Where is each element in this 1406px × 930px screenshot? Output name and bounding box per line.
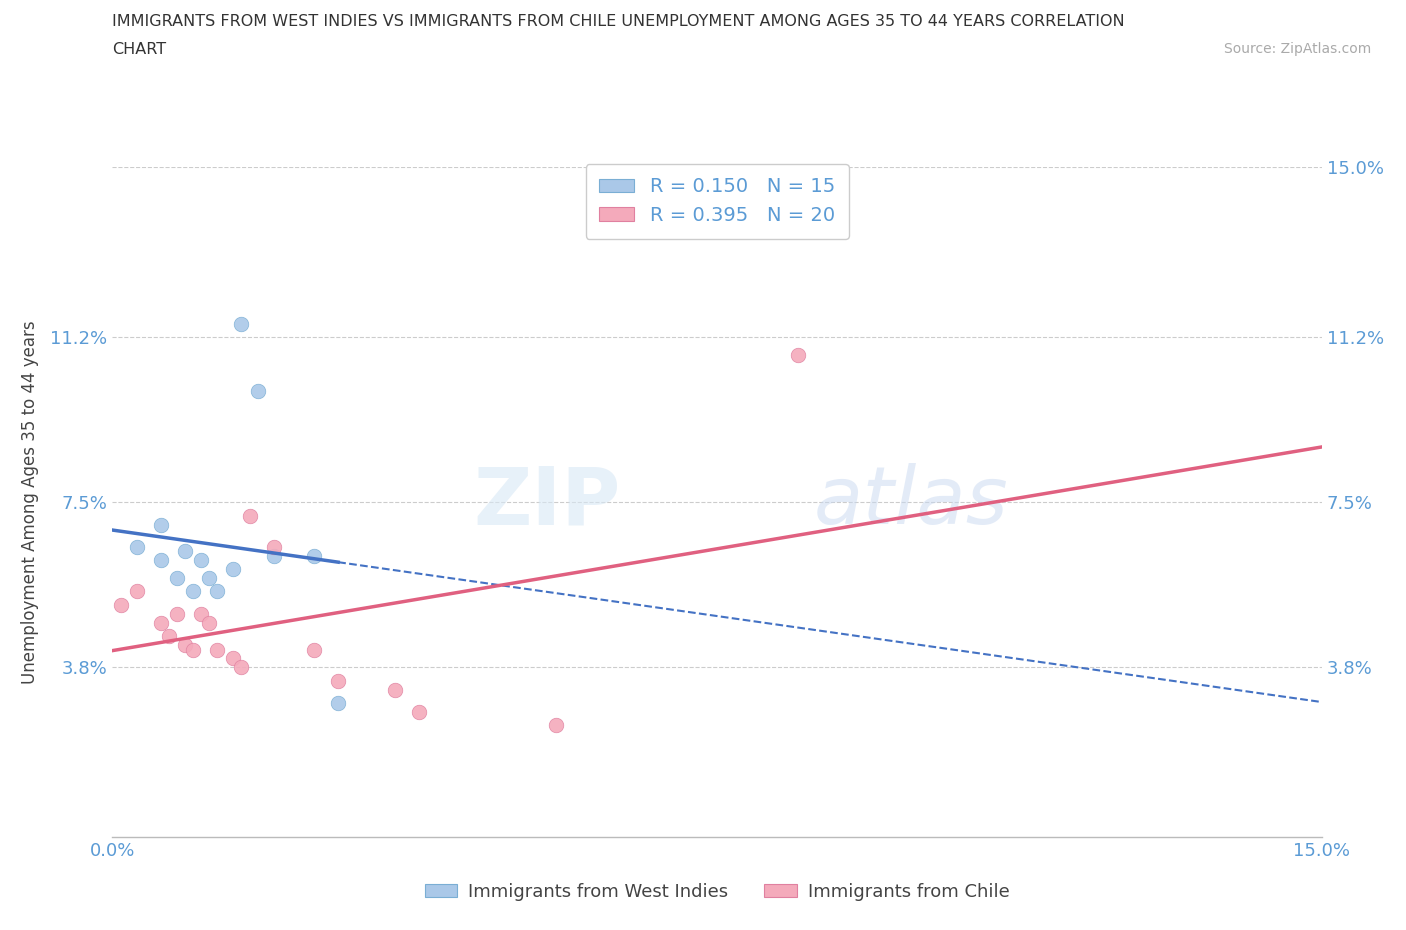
Point [166, 606, 188, 621]
Point [125, 539, 148, 554]
Point [110, 597, 132, 612]
Point [149, 616, 172, 631]
Point [263, 539, 285, 554]
Point [231, 660, 253, 675]
Text: Source: ZipAtlas.com: Source: ZipAtlas.com [1223, 42, 1371, 56]
Point [544, 718, 567, 733]
Point [125, 584, 148, 599]
Point [190, 552, 212, 567]
Point [384, 683, 406, 698]
Y-axis label: Unemployment Among Ages 35 to 44 years: Unemployment Among Ages 35 to 44 years [21, 321, 39, 684]
Point [181, 642, 204, 657]
Legend: Immigrants from West Indies, Immigrants from Chile: Immigrants from West Indies, Immigrants … [418, 876, 1017, 909]
Point [174, 638, 197, 653]
Point [174, 544, 197, 559]
Text: ZIP: ZIP [472, 463, 620, 541]
Point [231, 316, 253, 331]
Point [198, 616, 221, 631]
Point [207, 642, 229, 657]
Point [408, 705, 430, 720]
Point [190, 606, 212, 621]
Point [328, 673, 350, 688]
Point [238, 508, 260, 523]
Point [157, 629, 180, 644]
Point [166, 571, 188, 586]
Point [302, 642, 325, 657]
Point [149, 552, 172, 567]
Point [328, 696, 350, 711]
Point [149, 517, 172, 532]
Point [222, 562, 245, 577]
Text: CHART: CHART [112, 42, 166, 57]
Point [198, 571, 221, 586]
Text: atlas: atlas [814, 463, 1008, 541]
Point [263, 549, 285, 564]
Point [302, 549, 325, 564]
Point [222, 651, 245, 666]
Point [786, 348, 808, 363]
Point [207, 584, 229, 599]
Point [246, 383, 269, 398]
Point [181, 584, 204, 599]
Text: IMMIGRANTS FROM WEST INDIES VS IMMIGRANTS FROM CHILE UNEMPLOYMENT AMONG AGES 35 : IMMIGRANTS FROM WEST INDIES VS IMMIGRANT… [112, 14, 1125, 29]
